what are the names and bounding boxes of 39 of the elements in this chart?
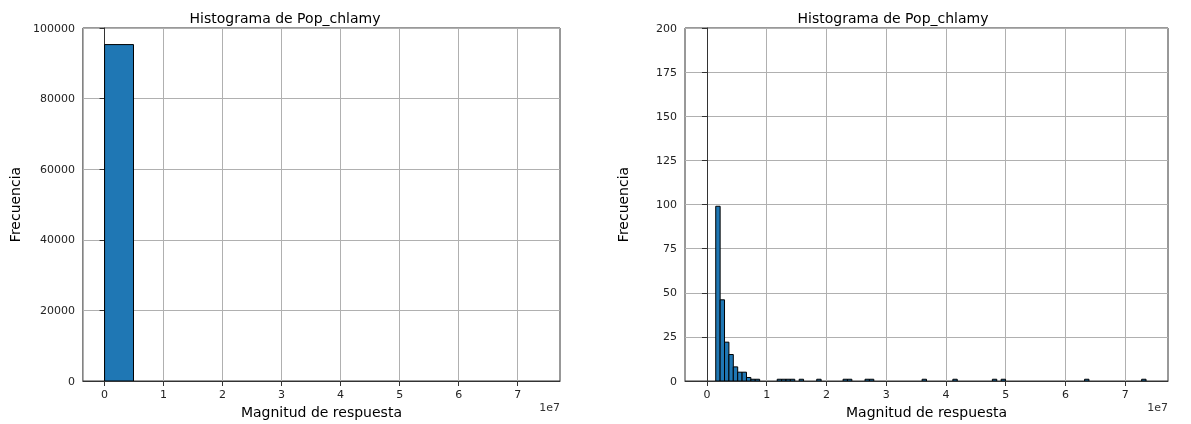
y-tick-label: 20000 [39,303,75,317]
y-axis-title: Frecuencia [615,166,631,243]
y-tick-label: 25 [663,330,677,344]
x-tick-label: 2 [219,388,227,401]
x-tick-label: 6 [455,388,463,401]
x-axis-title: Magnitud de respuesta [240,404,402,420]
x-tick-label: 2 [822,388,830,401]
x-tick-label: 0 [101,388,109,401]
x-tick-label: 3 [278,388,286,401]
y-tick-label: 175 [656,65,677,79]
x-tick-label: 7 [514,388,522,401]
text: 1e7 [1147,401,1168,414]
x-axis-title: Magnitud de respuesta [845,404,1008,420]
y-tick-label: 75 [663,242,677,256]
x-tick-label: 0 [703,388,711,401]
x-tick-label: 7 [1121,388,1129,401]
x-tick-label: 1 [763,388,771,401]
x-tick-label: 4 [942,388,950,401]
y-tick-label: 40000 [39,233,75,247]
x-tick-label: 4 [337,388,345,401]
x-tick-label: 6 [1061,388,1069,401]
x-tick-label: 5 [396,388,404,401]
y-tick-label: 150 [656,109,677,123]
y-axis-title: Frecuencia [7,166,23,243]
y-tick-label: 80000 [39,92,75,106]
chart-title: Histograma de Pop_chlamy [189,10,381,26]
y-tick-label: 50 [663,286,677,300]
y-tick-label: 0 [670,374,677,388]
y-tick-label: 125 [656,153,677,167]
x-tick-label: 5 [1002,388,1010,401]
x-tick-label: 1 [160,388,168,401]
text: 1e7 [539,401,560,414]
y-tick-label: 100 [656,198,677,211]
y-tick-label: 200 [656,21,677,35]
y-tick-label: 60000 [39,162,75,176]
chart-title: Histograma de Pop_chlamy [797,10,989,26]
x-tick-label: 3 [882,388,890,401]
y-tick-label: 100000 [32,21,75,35]
y-tick-label: 0 [67,374,75,388]
